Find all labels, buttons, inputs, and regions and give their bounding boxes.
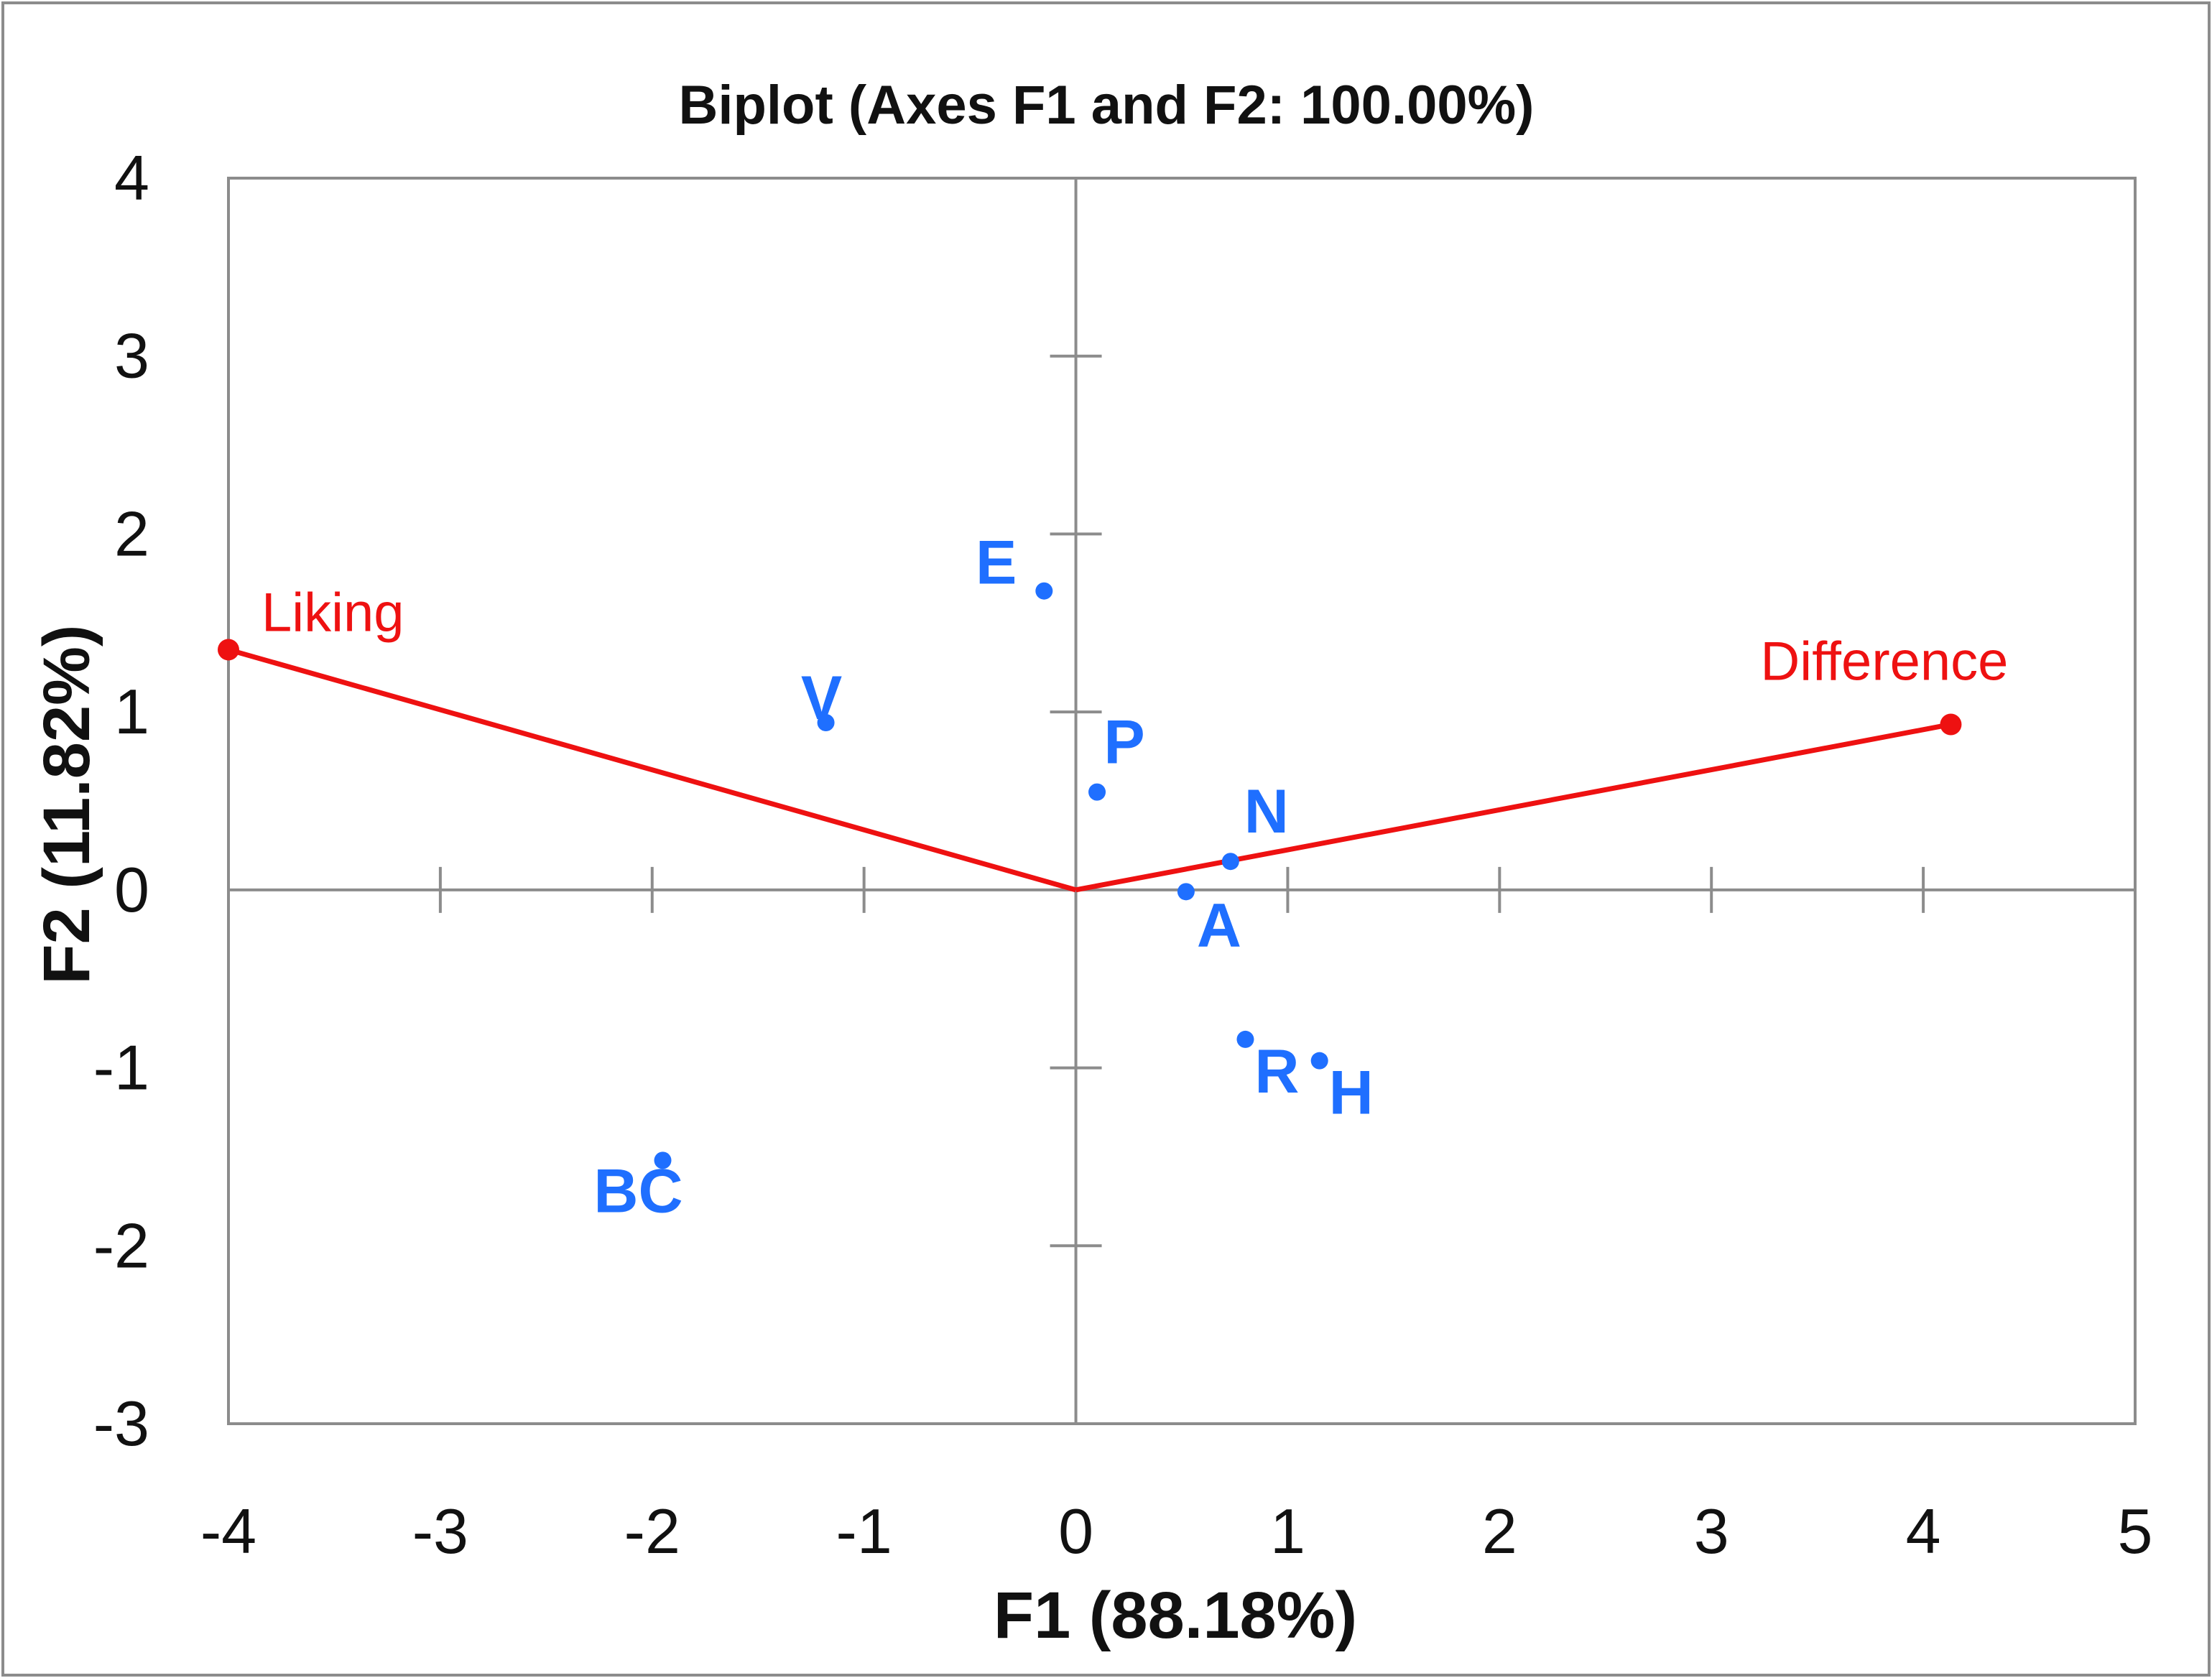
observation-label: BC bbox=[593, 1156, 682, 1225]
observation-point bbox=[1310, 1052, 1328, 1070]
plot-area: -4 -3 -2 -1 0 1 2 3 4 5 -3 -2 -1 0 1 2 3 4 Liking Differenc… bbox=[93, 142, 2153, 1567]
variable-vector-line bbox=[228, 647, 1077, 893]
x-tick-label: -1 bbox=[836, 1496, 892, 1567]
x-tick-label: 1 bbox=[1270, 1496, 1305, 1567]
observation-label: P bbox=[1103, 708, 1144, 777]
observation-point bbox=[1035, 582, 1053, 600]
y-tick-label: 2 bbox=[114, 498, 149, 569]
y-tick-label: 0 bbox=[114, 854, 149, 925]
x-tick-label: -4 bbox=[200, 1496, 256, 1567]
observation-label: N bbox=[1244, 777, 1289, 846]
y-tick-label: -3 bbox=[93, 1388, 149, 1459]
variable-vector-line bbox=[1075, 722, 1952, 893]
x-tick-label: -3 bbox=[412, 1496, 468, 1567]
variable-vector-endpoint bbox=[218, 639, 239, 661]
x-tick-label: 5 bbox=[2118, 1496, 2153, 1567]
observation-point bbox=[654, 1151, 672, 1169]
y-tick-label: 1 bbox=[114, 676, 149, 747]
observation-label: A bbox=[1197, 891, 1241, 960]
y-tick-label: -2 bbox=[93, 1210, 149, 1281]
observation-label: R bbox=[1254, 1037, 1299, 1106]
observation-label: V bbox=[801, 664, 842, 733]
x-tick-label: 3 bbox=[1694, 1496, 1729, 1567]
x-axis-title: F1 (88.18%) bbox=[994, 1579, 1357, 1652]
x-tick-label: 2 bbox=[1482, 1496, 1517, 1567]
plot-frame bbox=[227, 177, 2137, 1425]
y-tick-label: 4 bbox=[114, 142, 149, 213]
chart-title: Biplot (Axes F1 and F2: 100.00%) bbox=[679, 75, 1535, 136]
observation-point bbox=[1221, 853, 1239, 871]
observation-point bbox=[1236, 1030, 1254, 1048]
y-tick-label: -1 bbox=[93, 1032, 149, 1103]
variable-vector-endpoint bbox=[1940, 713, 1962, 736]
observation-point bbox=[1088, 783, 1106, 801]
y-axis-title: F2 (11.82%) bbox=[30, 624, 103, 984]
observation-point bbox=[817, 714, 835, 732]
variable-vector-label: Difference bbox=[1760, 631, 2008, 692]
y-tick-label: 3 bbox=[114, 320, 149, 391]
x-tick-label: 4 bbox=[1906, 1496, 1941, 1567]
observation-label: E bbox=[976, 529, 1017, 598]
x-tick-label: 0 bbox=[1058, 1496, 1093, 1567]
x-tick-label: -2 bbox=[624, 1496, 680, 1567]
variable-vector-label: Liking bbox=[262, 582, 404, 643]
observation-label: H bbox=[1329, 1059, 1374, 1128]
observation-point bbox=[1177, 883, 1195, 901]
